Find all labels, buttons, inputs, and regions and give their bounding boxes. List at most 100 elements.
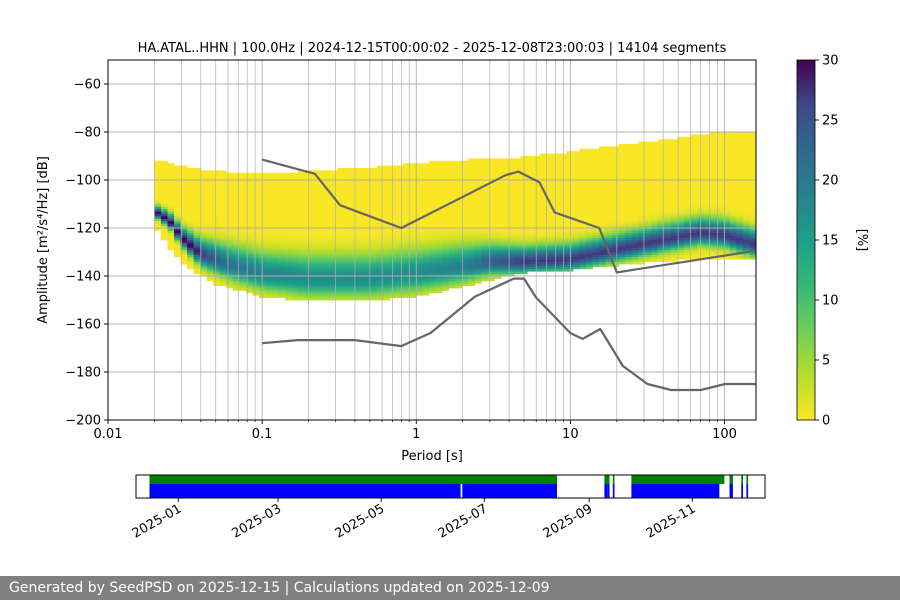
heatmap-cell <box>285 184 293 188</box>
heatmap-cell <box>729 220 737 224</box>
heatmap-cell <box>481 180 489 183</box>
heatmap-cell <box>291 196 299 200</box>
heatmap-cell <box>651 146 659 150</box>
heatmap-cell <box>664 244 672 248</box>
heatmap-cell <box>566 223 574 226</box>
heatmap-cell <box>481 244 489 248</box>
heatmap-cell <box>703 172 711 176</box>
heatmap-cell <box>167 247 175 250</box>
heatmap-cell <box>357 177 365 181</box>
heatmap-cell <box>749 165 756 169</box>
heatmap-cell <box>566 187 574 190</box>
heatmap-cell <box>716 235 724 238</box>
heatmap-cell <box>232 283 240 286</box>
heatmap-cell <box>239 192 247 195</box>
heatmap-cell <box>631 175 639 178</box>
heatmap-cell <box>514 244 521 248</box>
heatmap-cell <box>566 247 574 250</box>
heatmap-cell <box>278 199 286 202</box>
heatmap-cell <box>500 223 508 226</box>
heatmap-cell <box>507 170 515 174</box>
heatmap-cell <box>546 223 554 226</box>
heatmap-cell <box>723 206 731 210</box>
colorbar-tick-label: 15 <box>822 234 839 249</box>
heatmap-cell <box>684 139 692 142</box>
heatmap-cell <box>239 278 247 282</box>
heatmap-cell <box>317 266 325 270</box>
heatmap-cell <box>357 180 365 183</box>
heatmap-cell <box>474 273 482 277</box>
heatmap-cell <box>599 196 606 200</box>
heatmap-cell <box>311 235 319 238</box>
heatmap-cell <box>291 252 299 255</box>
heatmap-cell <box>376 206 384 210</box>
heatmap-cell <box>710 192 718 195</box>
heatmap-cell <box>180 170 188 174</box>
heatmap-cell <box>409 280 417 284</box>
heatmap-cell <box>337 242 345 246</box>
heatmap-cell <box>272 180 280 183</box>
heatmap-cell <box>500 273 508 277</box>
heatmap-cell <box>311 288 319 291</box>
heatmap-cell <box>402 271 410 274</box>
heatmap-cell <box>487 220 495 224</box>
heatmap-cell <box>716 141 724 145</box>
heatmap-cell <box>612 146 620 150</box>
heatmap-cell <box>298 235 306 238</box>
heatmap-cell <box>422 280 430 284</box>
heatmap-cell <box>729 213 737 217</box>
x-tick-label: 100 <box>712 427 737 442</box>
heatmap-cell <box>252 266 260 270</box>
heatmap-cell <box>180 230 188 234</box>
heatmap-cell <box>716 177 724 181</box>
heatmap-cell <box>239 264 247 267</box>
heatmap-cell <box>618 168 626 171</box>
heatmap-cell <box>703 201 711 205</box>
heatmap-cell <box>651 148 659 152</box>
heatmap-cell <box>670 187 678 190</box>
heatmap-cell <box>383 182 391 186</box>
heatmap-cell <box>572 180 580 183</box>
heatmap-cell <box>514 206 521 210</box>
heatmap-cell <box>232 208 240 212</box>
heatmap-cell <box>736 182 744 186</box>
heatmap-cell <box>193 199 201 202</box>
heatmap-cell <box>670 256 678 260</box>
heatmap-cell <box>337 192 345 195</box>
heatmap-cell <box>684 172 692 176</box>
heatmap-cell <box>232 254 240 258</box>
heatmap-cell <box>605 247 613 250</box>
heatmap-cell <box>409 232 417 236</box>
heatmap-cell <box>468 177 476 181</box>
heatmap-cell <box>599 211 606 214</box>
heatmap-cell <box>187 201 195 205</box>
heatmap-cell <box>625 261 633 265</box>
heatmap-cell <box>651 144 659 147</box>
heatmap-cell <box>167 213 175 217</box>
heatmap-cell <box>396 218 404 222</box>
heatmap-cell <box>729 249 737 253</box>
heatmap-cell <box>670 223 678 226</box>
heatmap-cell <box>324 285 332 289</box>
heatmap-cell <box>298 230 306 234</box>
heatmap-cell <box>670 182 678 186</box>
heatmap-cell <box>415 285 423 289</box>
heatmap-cell <box>252 252 260 255</box>
heatmap-cell <box>566 201 574 205</box>
heatmap-cell <box>200 213 208 217</box>
heatmap-cell <box>657 254 665 258</box>
heatmap-cell <box>285 220 293 224</box>
heatmap-cell <box>605 189 613 193</box>
heatmap-cell <box>350 223 358 226</box>
heatmap-cell <box>703 139 711 142</box>
heatmap-cell <box>487 254 495 258</box>
heatmap-cell <box>213 180 221 183</box>
heatmap-cell <box>213 184 221 188</box>
heatmap-cell <box>487 158 495 162</box>
heatmap-cell <box>651 220 659 224</box>
heatmap-cell <box>350 204 358 207</box>
heatmap-cell <box>612 201 620 205</box>
heatmap-cell <box>213 230 221 234</box>
heatmap-cell <box>657 182 665 186</box>
heatmap-cell <box>174 216 181 219</box>
